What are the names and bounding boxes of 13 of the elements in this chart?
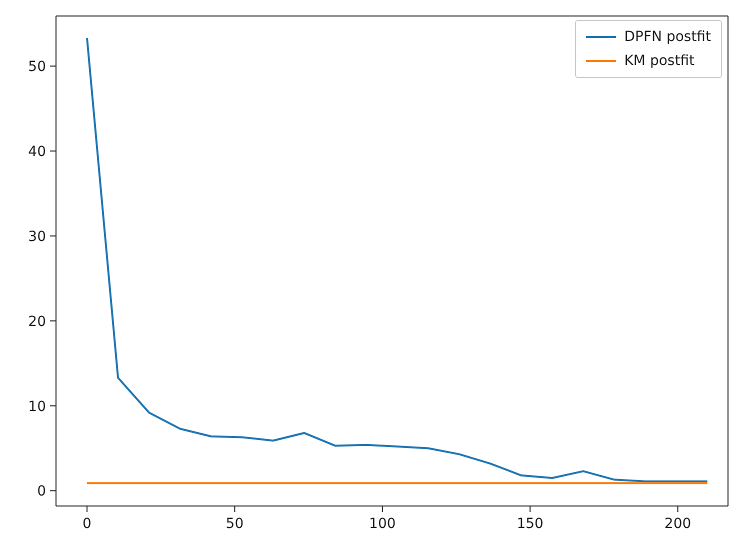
legend-label: KM postfit [624, 53, 695, 69]
y-tick-label: 20 [28, 314, 46, 330]
y-tick-label: 10 [28, 398, 46, 415]
x-tick-label: 0 [82, 516, 92, 532]
x-tick-label: 50 [226, 516, 244, 532]
x-tick-label: 200 [664, 516, 692, 532]
y-tick-label: 50 [28, 59, 46, 76]
y-tick-label: 30 [28, 228, 46, 245]
legend-label: DPFN postfit [624, 29, 711, 45]
y-tick-label: 0 [37, 484, 46, 500]
x-tick-label: 150 [516, 516, 544, 532]
x-tick-label: 100 [369, 516, 396, 532]
y-tick-label: 40 [28, 144, 46, 160]
